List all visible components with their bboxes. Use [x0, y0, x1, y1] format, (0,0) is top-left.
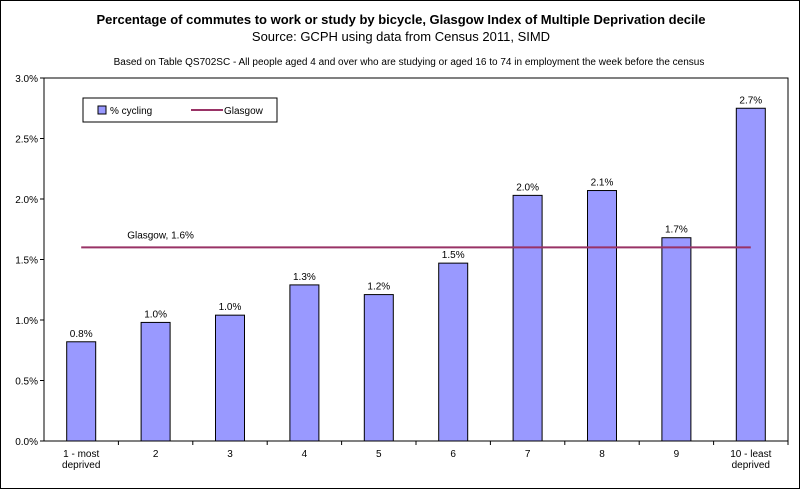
bar-data-label: 2.0% — [516, 182, 539, 193]
x-tick-label: 6 — [450, 449, 456, 460]
x-tick-label: 10 - least — [730, 449, 771, 460]
bar — [512, 194, 543, 442]
bar-data-label: 2.1% — [591, 178, 614, 189]
bar-data-label: 1.2% — [367, 282, 390, 293]
bar-data-label: 0.8% — [70, 329, 93, 340]
bar-data-label: 1.3% — [293, 272, 316, 283]
bars-group: 0.8% 1.0% 1.0% 1.3% 1.2% 1.5% 2.0% 2.1% 1.7% 2.7% — [66, 95, 766, 442]
x-tick-label: 9 — [674, 449, 680, 460]
y-tick-label: 0.5% — [15, 377, 38, 388]
y-tick-label: 2.0% — [15, 195, 38, 206]
legend-swatch-cycling — [97, 105, 107, 115]
legend-label-cycling: % cycling — [110, 106, 152, 117]
x-tick-label: 8 — [599, 449, 605, 460]
bar — [363, 294, 394, 442]
x-tick-label: 5 — [376, 449, 382, 460]
y-tick-label: 2.5% — [15, 135, 38, 146]
bar — [438, 262, 469, 442]
legend-label-glasgow: Glasgow — [224, 106, 264, 117]
x-tick-label: 7 — [525, 449, 531, 460]
legend: % cycling Glasgow — [82, 97, 278, 123]
x-tick-label: deprived — [732, 460, 770, 471]
bar — [66, 341, 97, 442]
x-tick-label: deprived — [62, 460, 100, 471]
legend-box — [82, 97, 278, 123]
x-tick-label: 2 — [153, 449, 159, 460]
y-tick-label: 3.0% — [15, 74, 38, 85]
bar — [215, 314, 245, 442]
bar — [661, 237, 692, 442]
bar-data-label: 1.7% — [665, 225, 688, 236]
x-tick-label: 1 - most — [63, 449, 99, 460]
bar — [587, 190, 617, 442]
bar — [289, 284, 320, 442]
chart-note: Based on Table QS702SC - All people aged… — [114, 57, 705, 68]
bar-data-label: 1.5% — [442, 250, 465, 261]
chart-subtitle: Source: GCPH using data from Census 2011… — [252, 29, 550, 44]
y-tick-label: 1.5% — [15, 256, 38, 267]
bar — [140, 321, 171, 442]
bar-data-label: 1.0% — [144, 309, 167, 320]
y-tick-label: 1.0% — [15, 316, 38, 327]
y-tick-label: 0.0% — [15, 437, 38, 448]
glasgow-reference-label: Glasgow, 1.6% — [127, 230, 194, 241]
bar — [735, 107, 766, 442]
x-tick-label: 4 — [302, 449, 308, 460]
x-tick-label: 3 — [227, 449, 233, 460]
y-axis: 0.0% 0.5% 1.0% 1.5% 2.0% 2.5% 3.0% — [15, 74, 44, 448]
bar-data-label: 2.7% — [739, 95, 762, 106]
chart-title: Percentage of commutes to work or study … — [97, 12, 706, 27]
bar-data-label: 1.0% — [219, 302, 242, 313]
